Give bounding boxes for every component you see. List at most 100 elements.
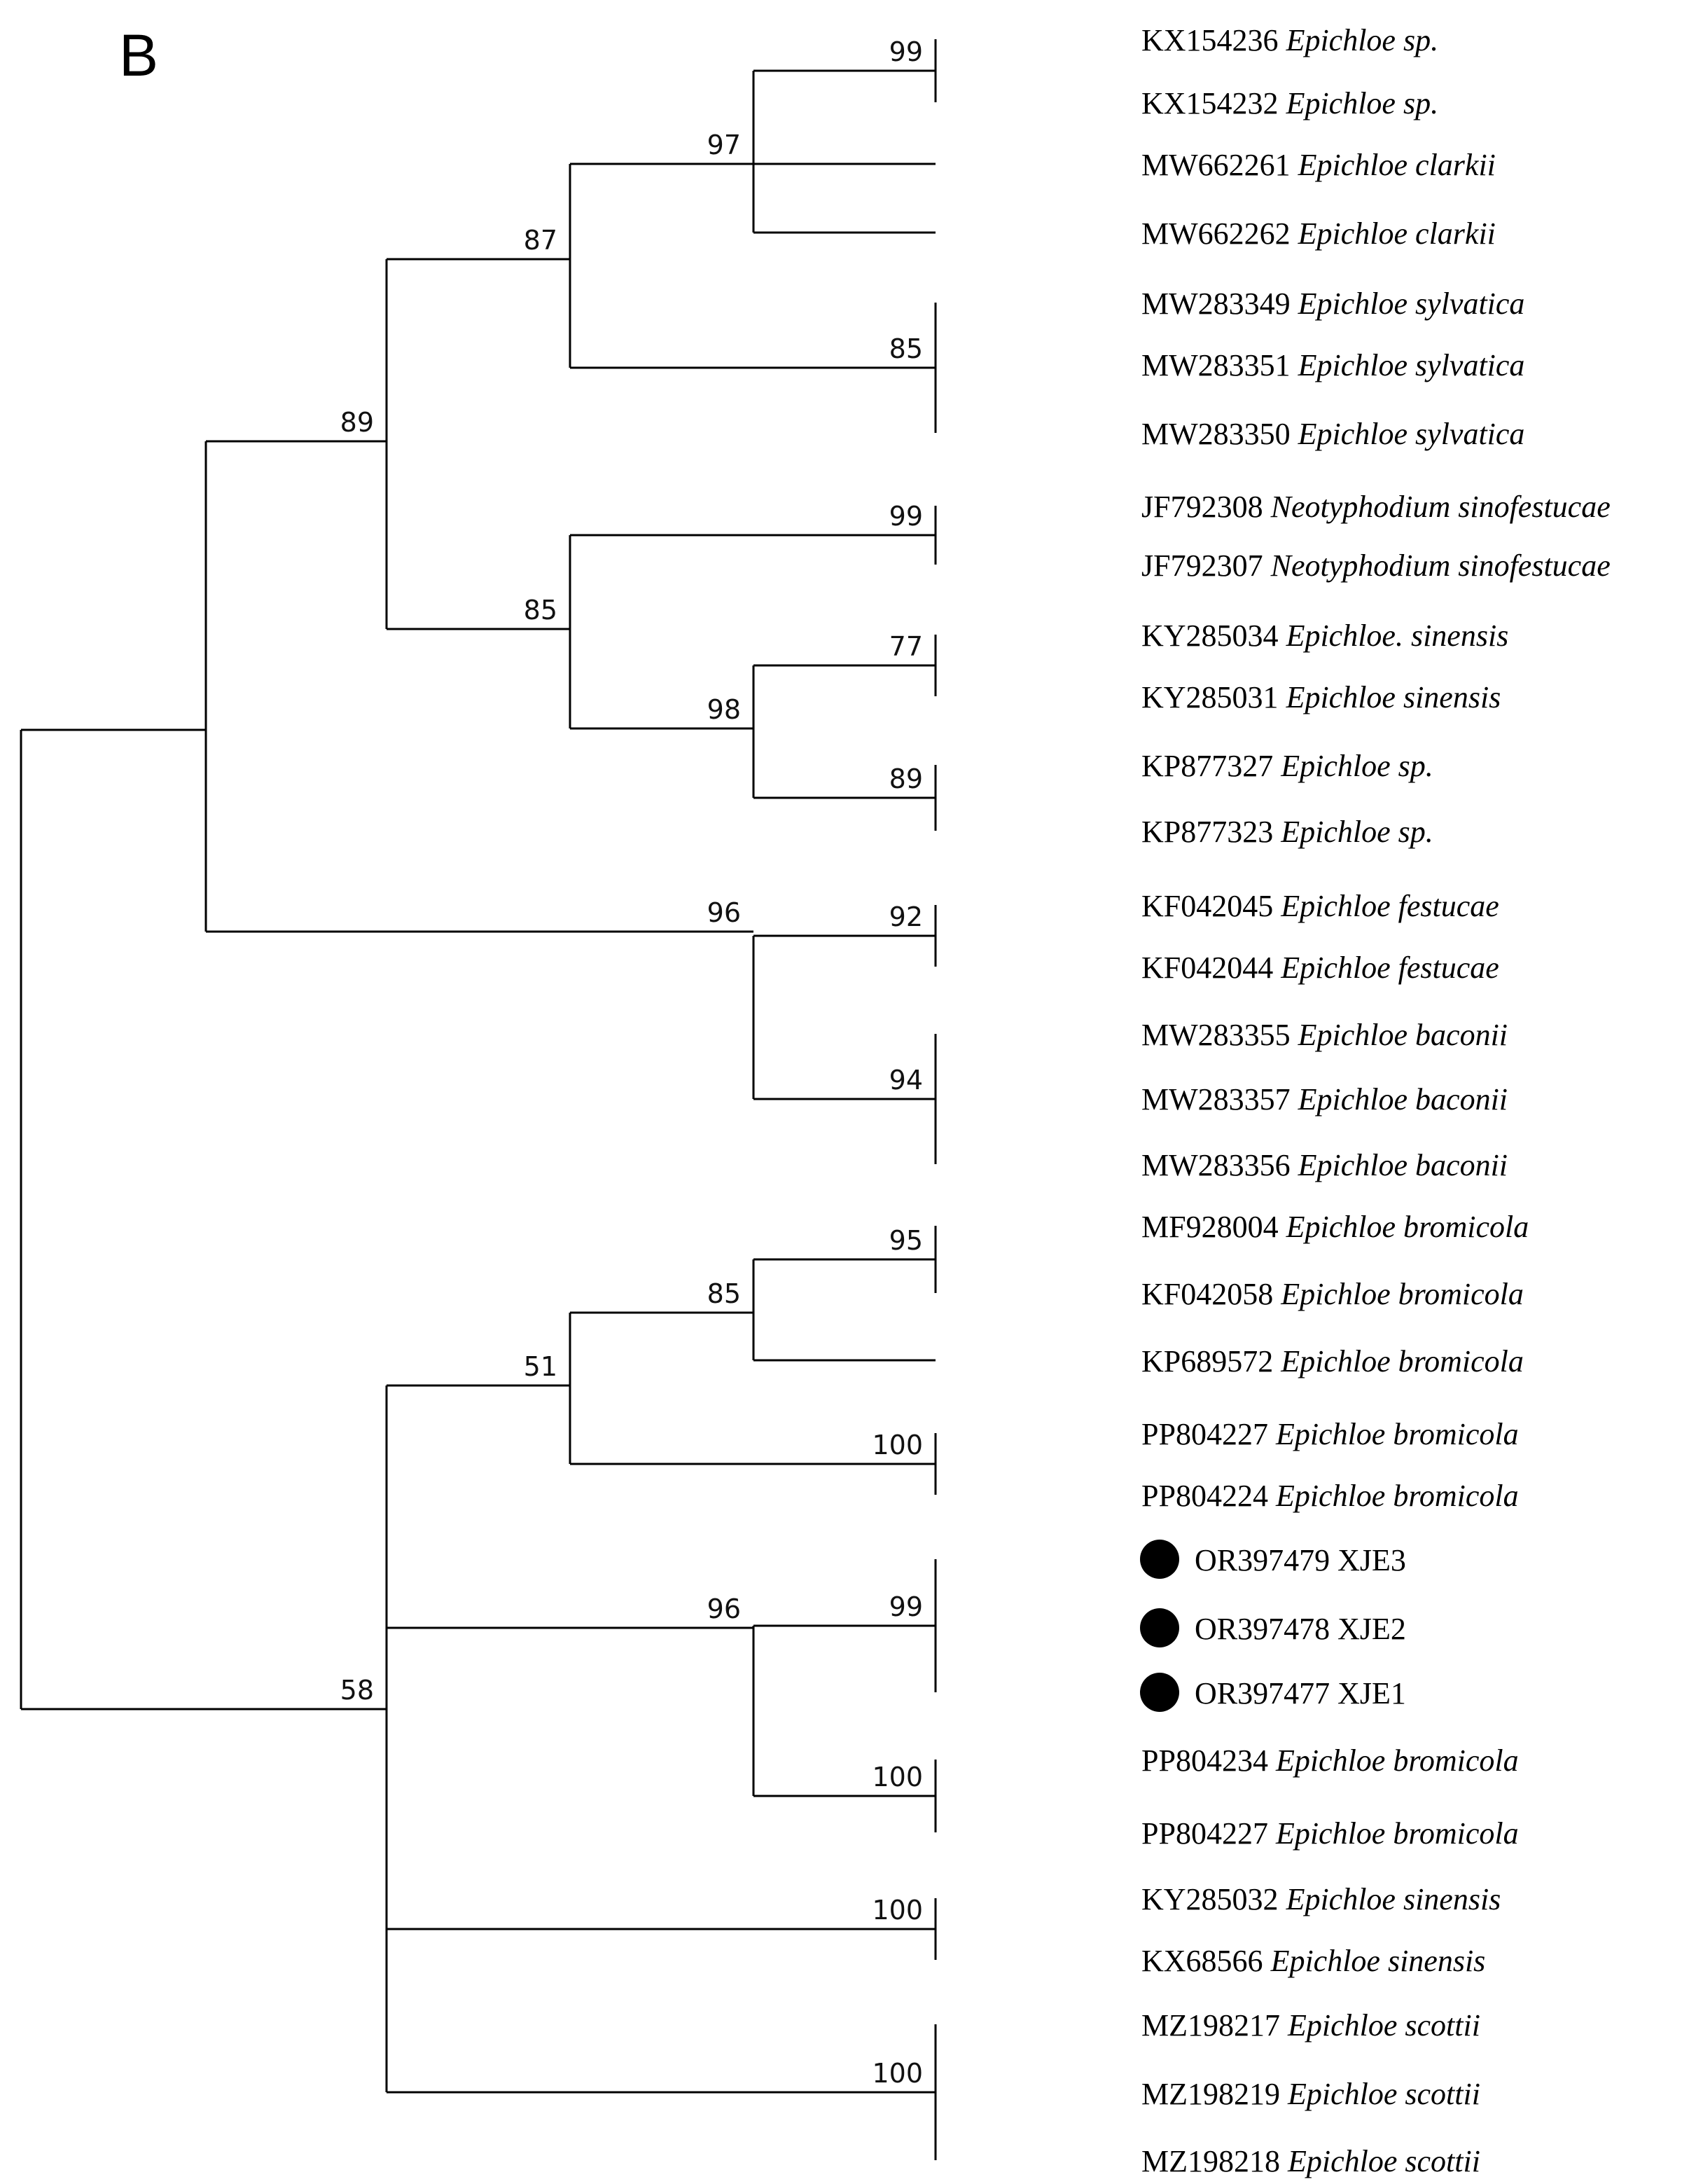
sample-marker-dot [1140, 1540, 1179, 1579]
taxon-species: Epichloe sylvatica [1298, 348, 1525, 382]
taxon-species: Epichloe sp. [1280, 749, 1433, 783]
taxon-label: PP804227 Epichloe bromicola [1141, 1417, 1519, 1451]
taxon-species: Epichloe scottii [1287, 2077, 1480, 2111]
bootstrap-label: 99 [889, 501, 923, 532]
taxon-label: MZ198219 Epichloe scottii [1141, 2077, 1480, 2111]
taxon-label: MW662262 Epichloe clarkii [1141, 216, 1496, 251]
taxon-accession: PP804227 [1141, 1816, 1276, 1851]
bootstrap-label: 94 [889, 1065, 923, 1096]
taxon-accession: KP877327 [1141, 749, 1281, 783]
taxon-label: MW662261 Epichloe clarkii [1141, 148, 1496, 182]
taxon-label: MZ198217 Epichloe scottii [1141, 2008, 1480, 2043]
bootstrap-label: 51 [524, 1351, 557, 1382]
taxon-species: Epichloe scottii [1287, 2144, 1480, 2178]
taxon-species: Epichloe baconii [1298, 1082, 1508, 1117]
taxon-label: KY285032 Epichloe sinensis [1141, 1882, 1501, 1916]
taxon-species: Epichloe sp. [1286, 86, 1439, 120]
taxon-label: OR397479 XJE3 [1195, 1543, 1406, 1577]
taxon-label: KF042044 Epichloe festucae [1141, 951, 1499, 985]
bootstrap-label: 99 [889, 36, 923, 67]
taxon-accession: KF042044 [1141, 951, 1281, 985]
taxon-label: MW283350 Epichloe sylvatica [1141, 417, 1524, 451]
taxon-species: Epichloe. sinensis [1286, 618, 1509, 653]
bootstrap-label: 92 [889, 901, 923, 932]
taxon-species: Epichloe bromicola [1280, 1344, 1524, 1378]
taxon-label: PP804234 Epichloe bromicola [1141, 1743, 1519, 1778]
taxon-label: MW283356 Epichloe baconii [1141, 1148, 1508, 1182]
bootstrap-label: 97 [707, 130, 741, 160]
taxon-species: Epichloe bromicola [1275, 1479, 1519, 1513]
taxon-label: PP804227 Epichloe bromicola [1141, 1816, 1519, 1851]
taxon-label: JF792308 Neotyphodium sinofestucae [1141, 490, 1611, 524]
taxon-accession: OR397479 [1195, 1543, 1337, 1577]
taxon-accession: MW283350 [1141, 417, 1298, 451]
taxon-species: Epichloe festucae [1280, 889, 1499, 923]
taxon-species: Epichloe sinensis [1286, 1882, 1501, 1916]
taxon-accession: KX68566 [1141, 1944, 1271, 1978]
taxon-species: Epichloe baconii [1298, 1018, 1508, 1052]
taxon-species: Epichloe sinensis [1286, 680, 1501, 714]
sample-marker-dot [1140, 1673, 1179, 1712]
taxon-label: KY285031 Epichloe sinensis [1141, 680, 1501, 714]
taxon-accession: KX154232 [1141, 86, 1286, 120]
bootstrap-label: 100 [872, 1762, 923, 1792]
taxon-species: Epichloe sp. [1280, 815, 1433, 849]
taxon-label: JF792307 Neotyphodium sinofestucae [1141, 548, 1611, 583]
taxon-species: Epichloe bromicola [1280, 1277, 1524, 1311]
taxon-species: Epichloe bromicola [1275, 1417, 1519, 1451]
taxon-accession: MW283351 [1141, 348, 1298, 382]
taxon-accession: KY285032 [1141, 1882, 1286, 1916]
taxon-accession: OR397477 [1195, 1676, 1337, 1710]
taxon-accession: KY285031 [1141, 680, 1286, 714]
tree-branches [20, 39, 937, 2160]
taxon-accession: MZ198218 [1141, 2144, 1288, 2178]
taxon-species: Neotyphodium sinofestucae [1270, 548, 1611, 583]
bootstrap-labels: 99 97 85 87 99 77 89 98 85 89 92 94 96 95 85 100 51 99 100… [340, 36, 923, 2089]
taxon-label: KF042045 Epichloe festucae [1141, 889, 1499, 923]
taxon-label: MW283355 Epichloe baconii [1141, 1018, 1508, 1052]
taxon-species: Epichloe scottii [1287, 2008, 1480, 2043]
taxon-accession: MW283356 [1141, 1148, 1298, 1182]
taxon-accession: MF928004 [1141, 1210, 1286, 1244]
taxon-species: Epichloe sylvatica [1298, 417, 1525, 451]
taxon-label: KF042058 Epichloe bromicola [1141, 1277, 1524, 1311]
taxon-accession: JF792307 [1141, 548, 1271, 583]
panel-label: B [119, 22, 158, 88]
bootstrap-label: 96 [707, 897, 741, 928]
taxon-accession: OR397478 [1195, 1612, 1337, 1646]
taxon-accession: KP877323 [1141, 815, 1281, 849]
taxon-accession: MW283349 [1141, 286, 1298, 321]
bootstrap-label: 89 [340, 407, 374, 438]
taxon-accession: PP804224 [1141, 1479, 1276, 1513]
taxon-species: Epichloe sinensis [1270, 1944, 1486, 1978]
taxon-accession: MW662262 [1141, 216, 1298, 251]
taxon-accession: MW662261 [1141, 148, 1298, 182]
taxon-accession: MW283355 [1141, 1018, 1298, 1052]
taxon-species: Epichloe clarkii [1298, 216, 1496, 251]
taxon-label: KX154236 Epichloe sp. [1141, 23, 1438, 57]
taxon-label: MF928004 Epichloe bromicola [1141, 1210, 1529, 1244]
bootstrap-label: 85 [524, 595, 557, 626]
taxon-label: KX68566 Epichloe sinensis [1141, 1944, 1485, 1978]
taxon-accession: KF042045 [1141, 889, 1281, 923]
taxon-accession: KX154236 [1141, 23, 1286, 57]
taxon-accession: JF792308 [1141, 490, 1271, 524]
bootstrap-label: 100 [872, 1895, 923, 1926]
taxon-label: MZ198218 Epichloe scottii [1141, 2144, 1480, 2178]
taxon-species: Epichloe bromicola [1286, 1210, 1529, 1244]
taxon-label: MW283349 Epichloe sylvatica [1141, 286, 1524, 321]
taxon-species: XJE1 [1337, 1676, 1406, 1710]
taxon-label: KY285034 Epichloe. sinensis [1141, 618, 1508, 653]
taxon-label: KP877323 Epichloe sp. [1141, 815, 1433, 849]
taxon-species: Epichloe clarkii [1298, 148, 1496, 182]
taxon-labels: KX154236 Epichloe sp.KX154232 Epichloe s… [1141, 23, 1611, 2178]
taxon-accession: MW283357 [1141, 1082, 1298, 1117]
sample-marker-dot [1140, 1608, 1179, 1647]
taxon-species: Epichloe bromicola [1275, 1743, 1519, 1778]
taxon-species: Epichloe festucae [1280, 951, 1499, 985]
taxon-label: KX154232 Epichloe sp. [1141, 86, 1438, 120]
taxon-accession: KP689572 [1141, 1344, 1281, 1378]
sample-markers [1140, 1540, 1179, 1712]
taxon-accession: PP804234 [1141, 1743, 1276, 1778]
